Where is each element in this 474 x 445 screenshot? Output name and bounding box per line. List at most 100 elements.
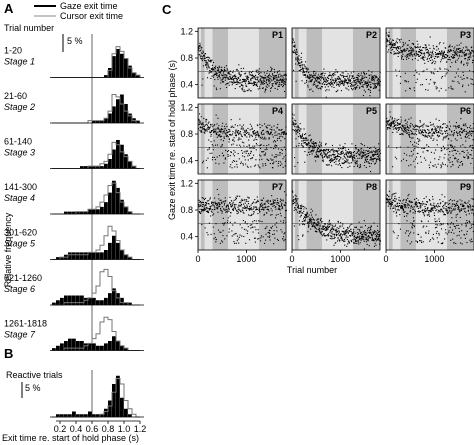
data-point (213, 238, 215, 240)
data-point (311, 153, 313, 155)
data-point (284, 161, 286, 163)
data-point (301, 140, 303, 142)
data-point (263, 213, 265, 215)
data-point (442, 163, 444, 165)
data-point (314, 83, 316, 85)
data-point (331, 82, 333, 84)
data-point (402, 206, 404, 208)
data-point (442, 211, 444, 213)
data-point (284, 73, 286, 75)
data-point (360, 153, 362, 155)
data-point (411, 52, 413, 54)
data-point (440, 242, 442, 245)
data-point (444, 123, 446, 125)
data-point (283, 204, 285, 206)
stage-band (292, 28, 295, 98)
data-point (426, 48, 429, 50)
data-point (467, 158, 469, 160)
data-point (452, 135, 454, 137)
data-point (230, 151, 232, 154)
data-point (400, 206, 402, 208)
data-point (331, 160, 333, 162)
data-point (453, 199, 455, 201)
data-point (418, 211, 420, 213)
data-point (417, 146, 419, 148)
data-point (424, 47, 426, 49)
data-point (284, 138, 286, 140)
stage-band (198, 28, 199, 98)
data-point (371, 77, 373, 79)
data-point (316, 219, 318, 221)
data-point (370, 81, 372, 83)
data-point (307, 143, 309, 145)
data-point (264, 89, 266, 91)
data-point (205, 123, 208, 125)
data-point (446, 55, 449, 58)
panel-c-ylabel: Gaze exit time re. start of hold phase (… (167, 60, 177, 220)
data-point (279, 164, 282, 166)
data-point (362, 153, 364, 155)
data-point (357, 150, 359, 153)
data-point (328, 164, 330, 166)
data-point (312, 75, 314, 77)
data-point (228, 138, 230, 140)
data-point (303, 216, 305, 218)
data-point (295, 131, 297, 133)
data-point (347, 232, 349, 234)
data-point (412, 144, 414, 146)
data-point (333, 237, 336, 239)
data-point (208, 148, 210, 150)
data-point (247, 159, 249, 161)
data-point (337, 155, 339, 157)
data-point (219, 88, 221, 90)
data-point (451, 200, 453, 202)
data-point (304, 141, 306, 143)
data-point (410, 207, 412, 209)
data-point (357, 240, 359, 242)
data-point (316, 87, 318, 89)
data-point (426, 201, 429, 203)
data-point (335, 156, 337, 158)
data-point (206, 167, 208, 169)
data-point (435, 232, 438, 234)
panel-b-gaze-bar (92, 414, 96, 417)
data-point (320, 217, 322, 219)
data-point (454, 149, 456, 151)
data-point (225, 206, 228, 208)
data-point (330, 78, 332, 80)
data-point (262, 87, 264, 89)
data-point (343, 232, 345, 235)
data-point (234, 132, 236, 134)
data-point (415, 197, 418, 199)
data-point (416, 138, 419, 140)
data-point (395, 53, 397, 55)
data-point (459, 199, 461, 201)
data-point (462, 52, 464, 54)
data-point (467, 156, 469, 158)
data-point (212, 68, 214, 70)
data-point (260, 208, 262, 211)
data-point (417, 51, 419, 53)
data-point (317, 147, 319, 150)
data-point (461, 50, 463, 52)
data-point (365, 233, 367, 235)
data-point (306, 154, 308, 156)
data-point (298, 69, 300, 72)
data-point (255, 74, 257, 76)
data-point (204, 124, 207, 126)
data-point (205, 203, 207, 206)
stage-band (386, 180, 387, 250)
data-point (292, 123, 294, 126)
data-point (313, 70, 315, 73)
data-point (404, 211, 406, 213)
data-point (297, 129, 299, 131)
data-point (455, 72, 457, 74)
data-point (457, 207, 459, 209)
data-point (429, 131, 431, 134)
scatter-panel-p1: P11.20.80.4 (180, 26, 287, 99)
data-point (332, 226, 334, 228)
data-point (282, 236, 285, 238)
data-point (458, 54, 461, 56)
data-point (405, 81, 407, 83)
data-point (199, 44, 201, 46)
